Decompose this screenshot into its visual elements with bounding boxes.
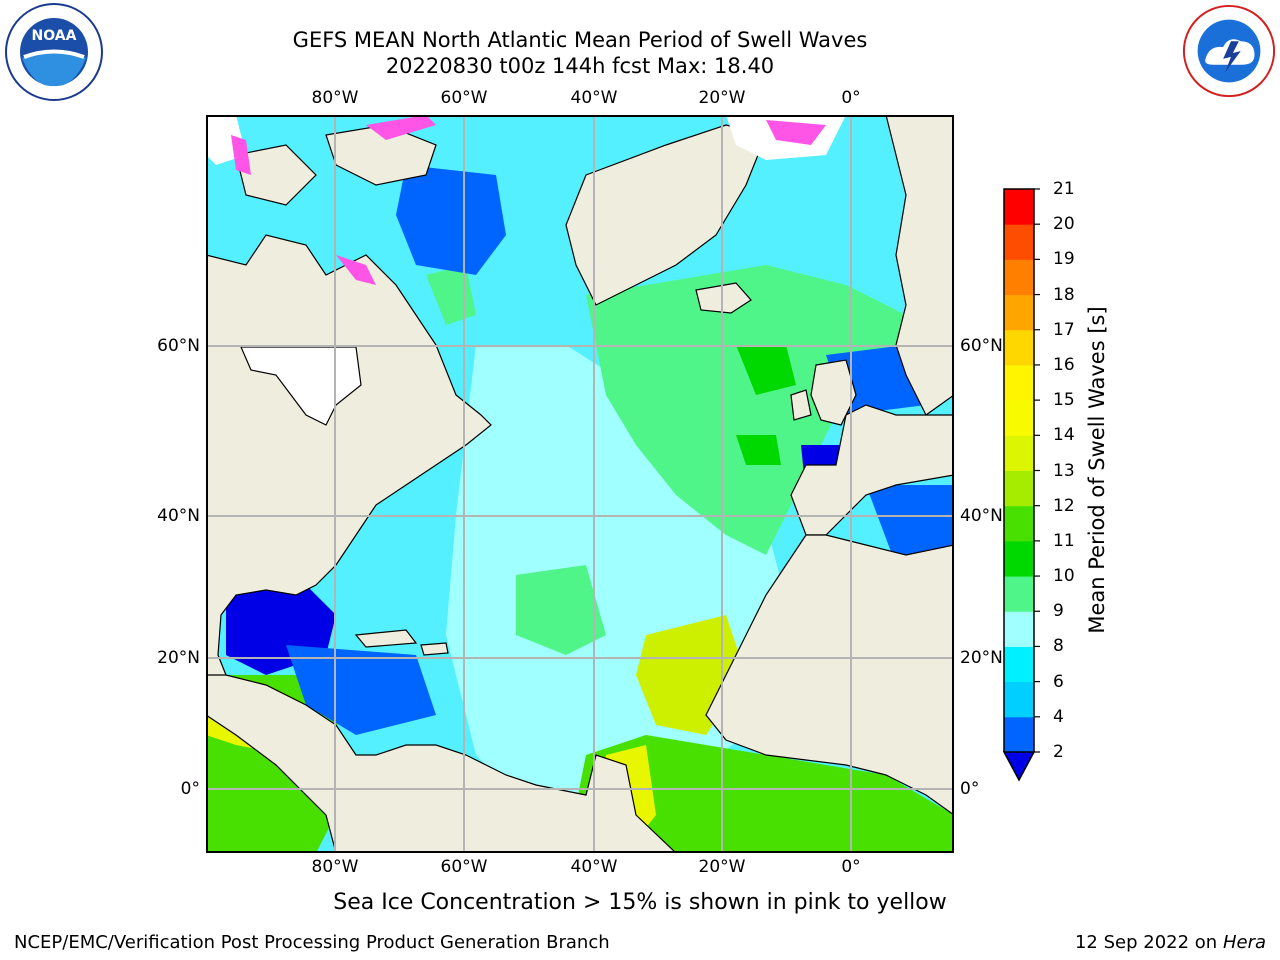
swell-field-2-4s (396, 165, 506, 275)
date-value: 12 Sep 2022 on (1074, 932, 1218, 953)
colorbar-tick-label: 19 (1053, 249, 1075, 270)
lat-label-left: 20°N (157, 648, 200, 668)
lon-label-bottom: 20°W (698, 857, 746, 877)
colorbar-swatch (1004, 646, 1034, 683)
colorbar-tick-label: 14 (1053, 425, 1075, 446)
lon-label-bottom: 0° (841, 857, 861, 877)
lat-label-left: 60°N (157, 336, 200, 356)
lon-label-bottom: 60°W (440, 857, 488, 877)
colorbar-tick-label: 17 (1053, 319, 1075, 340)
colorbar-swatch (1004, 400, 1034, 436)
chart-title: GEFS MEAN North Atlantic Mean Period of … (292, 28, 868, 52)
noaa-logo: NOAA (5, 3, 103, 101)
svg-text:NOAA: NOAA (32, 28, 77, 44)
colorbar-swatch (1004, 224, 1034, 260)
colorbar-swatch (1004, 364, 1034, 401)
colorbar-tick-label: 12 (1053, 495, 1075, 516)
lat-label-right: 0° (960, 779, 980, 799)
lon-label-top: 80°W (311, 88, 359, 108)
lat-label-left: 40°N (157, 506, 200, 526)
lat-label-right: 60°N (960, 336, 1003, 356)
nws-logo (1182, 4, 1276, 98)
colorbar-tick-label: 18 (1053, 284, 1075, 305)
colorbar-under-triangle (1002, 751, 1036, 782)
colorbar-tick-label: 8 (1053, 636, 1064, 657)
colorbar-title: Mean Period of Swell Waves [s] (1085, 306, 1109, 634)
swell-field-10-13s (566, 735, 954, 853)
swell-field-10-11s (736, 435, 781, 465)
graticule (206, 115, 954, 853)
no-data-region (240, 346, 362, 426)
map-frame (206, 115, 954, 853)
colorbar-swatch (1004, 435, 1034, 471)
chart-subtitle: 20220830 t00z 144h fcst Max: 18.40 (385, 54, 775, 78)
lon-label-bottom: 80°W (311, 857, 359, 877)
swell-field-9-10s (516, 565, 606, 655)
colorbar-tick-label: 4 (1053, 706, 1064, 727)
colorbar-tick-label: 21 (1053, 179, 1075, 199)
colorbar-swatch (1004, 576, 1034, 612)
lat-label-right: 40°N (960, 506, 1003, 526)
lon-label-top: 20°W (698, 88, 746, 108)
colorbar-swatch (1004, 505, 1034, 542)
lon-label-top: 40°W (570, 88, 618, 108)
swell-field-9-10s (586, 265, 906, 555)
swell-field-10-11s (736, 345, 796, 395)
colorbar-tick-label: 11 (1053, 530, 1075, 551)
colorbar-tick-label: 13 (1053, 460, 1075, 481)
colorbar-tick-label: 20 (1053, 214, 1075, 235)
lon-label-top: 60°W (440, 88, 488, 108)
colorbar-tick-label: 15 (1053, 390, 1075, 411)
lat-label-left: 0° (180, 779, 200, 799)
colorbar-swatch (1004, 716, 1034, 753)
colorbar-tick-label: 6 (1053, 671, 1064, 692)
sea-ice-note: Sea Ice Concentration > 15% is shown in … (333, 890, 947, 915)
swell-period-map (206, 115, 954, 853)
colorbar-swatch (1004, 681, 1034, 718)
sea-ice (206, 115, 846, 285)
colorbar-swatch (1004, 329, 1034, 366)
colorbar-tick-label: 2 (1053, 742, 1064, 762)
swell-field-2-4s (286, 645, 436, 735)
colorbar-swatch (1004, 189, 1034, 225)
colorbar-swatch (1004, 540, 1034, 577)
colorbar-swatch (1004, 259, 1034, 296)
colorbar (1002, 188, 1040, 782)
lon-label-top: 0° (841, 88, 861, 108)
colorbar-tick-label: 10 (1053, 566, 1075, 587)
lat-label-right: 20°N (960, 648, 1003, 668)
colorbar-swatch (1004, 470, 1034, 507)
host-name: Hera (1222, 932, 1266, 953)
colorbar-swatch (1004, 611, 1034, 647)
lon-label-bottom: 40°W (570, 857, 618, 877)
colorbar-swatch (1004, 294, 1034, 331)
date-text: 12 Sep 2022 on Hera (1075, 932, 1266, 953)
credit-text: NCEP/EMC/Verification Post Processing Pr… (14, 932, 610, 953)
colorbar-tick-label: 9 (1053, 601, 1064, 622)
colorbar-tick-label: 16 (1053, 354, 1075, 375)
